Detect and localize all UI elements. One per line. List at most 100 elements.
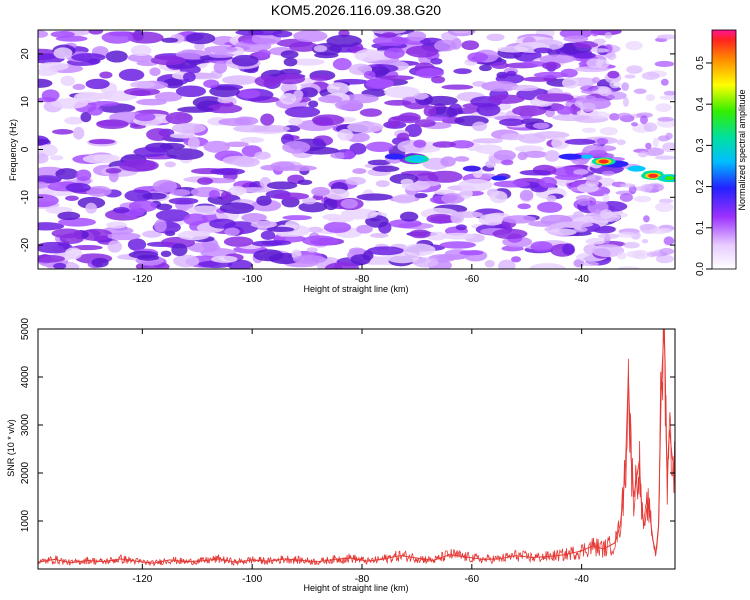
heatmap-cell bbox=[585, 174, 600, 183]
heatmap-cell bbox=[288, 41, 319, 52]
heatmap-cell bbox=[596, 137, 609, 145]
snr-frame bbox=[37, 328, 676, 570]
snr-panel: -120 -100 -80 -60 -40 1000 2000 3000 4000 5000 H… bbox=[6, 317, 676, 593]
heatmap-cell bbox=[328, 216, 354, 223]
heatmap-cell bbox=[586, 58, 604, 68]
heatmap-cell bbox=[423, 105, 437, 117]
heatmap-cell bbox=[379, 75, 415, 81]
spectrogram-y-ticks: -20 -10 0 10 20 bbox=[20, 48, 675, 252]
heatmap-cell bbox=[352, 168, 367, 175]
heatmap-cell bbox=[562, 77, 579, 89]
heatmap-cell bbox=[626, 65, 643, 74]
heatmap-cell bbox=[146, 128, 171, 142]
heatmap-band bbox=[462, 165, 481, 172]
heatmap-cell bbox=[130, 44, 152, 57]
snr-x-tick-label: -60 bbox=[465, 574, 480, 585]
heatmap-cell bbox=[142, 230, 162, 238]
heatmap-cell bbox=[585, 237, 606, 245]
heatmap-cell bbox=[79, 228, 113, 242]
heatmap-cell bbox=[65, 182, 91, 193]
heatmap-cell bbox=[633, 88, 647, 94]
spectrogram-y-tick-label: -20 bbox=[20, 237, 31, 252]
heatmap-band bbox=[491, 175, 508, 181]
colorbar-tick-label: 0.0 bbox=[695, 262, 706, 276]
heatmap-cell bbox=[573, 226, 588, 233]
heatmap-cell bbox=[359, 108, 383, 117]
heatmap-cell bbox=[71, 244, 103, 251]
heatmap-cell bbox=[38, 61, 69, 71]
heatmap-cell bbox=[523, 150, 548, 158]
heatmap-cell bbox=[472, 121, 487, 132]
heatmap-cell bbox=[453, 68, 472, 75]
heatmap-cell bbox=[609, 80, 621, 89]
heatmap-cell bbox=[631, 122, 638, 127]
heatmap-cell bbox=[608, 113, 620, 121]
heatmap-cell bbox=[538, 176, 557, 188]
heatmap-cell bbox=[461, 40, 480, 51]
heatmap-cell bbox=[128, 250, 159, 259]
heatmap-cell bbox=[225, 141, 249, 148]
heatmap-cell bbox=[293, 89, 304, 99]
heatmap-cell bbox=[659, 247, 675, 255]
heatmap-cell bbox=[489, 190, 508, 204]
heatmap-cell bbox=[38, 222, 65, 231]
heatmap-cell bbox=[183, 213, 208, 226]
heatmap-cell bbox=[155, 209, 190, 222]
snr-x-tick-label: -120 bbox=[132, 574, 152, 585]
heatmap-cell bbox=[223, 236, 254, 247]
heatmap-cell bbox=[404, 124, 422, 138]
heatmap-cell bbox=[314, 52, 339, 59]
heatmap-cell bbox=[407, 31, 427, 42]
heatmap-cell bbox=[240, 137, 265, 143]
heatmap-cell bbox=[256, 195, 272, 206]
heatmap-cell bbox=[318, 95, 343, 104]
heatmap-cell bbox=[185, 32, 216, 45]
heatmap-cell bbox=[238, 89, 261, 99]
heatmap-cell bbox=[476, 103, 501, 117]
heatmap-cell bbox=[217, 96, 234, 104]
heatmap-cell bbox=[637, 151, 649, 158]
heatmap-cell bbox=[591, 76, 600, 83]
heatmap-cell bbox=[645, 142, 652, 149]
heatmap-cell bbox=[633, 195, 652, 203]
heatmap-cell bbox=[96, 119, 129, 129]
heatmap-band bbox=[384, 153, 405, 160]
heatmap-cell bbox=[205, 103, 243, 114]
heatmap-cell bbox=[218, 117, 252, 126]
spectrogram-x-tick-label: -40 bbox=[574, 274, 589, 285]
heatmap-cell bbox=[324, 188, 350, 200]
heatmap-cell bbox=[51, 98, 89, 109]
colorbar-ticks: 0.0 0.1 0.2 0.3 0.4 0.5 bbox=[695, 56, 712, 276]
heatmap-cell bbox=[284, 106, 321, 118]
heatmap-cell bbox=[655, 103, 672, 113]
heatmap-cell bbox=[479, 64, 492, 72]
heatmap-cell bbox=[472, 138, 503, 144]
snr-y-ticks: 1000 2000 3000 4000 5000 bbox=[20, 317, 675, 532]
heatmap-cell bbox=[552, 114, 589, 121]
heatmap-cell bbox=[288, 117, 303, 126]
heatmap-cell bbox=[38, 30, 49, 38]
heatmap-cell bbox=[572, 52, 596, 59]
spectrogram-heatmap bbox=[38, 30, 675, 269]
heatmap-cell bbox=[88, 139, 116, 145]
heatmap-cell bbox=[159, 142, 185, 150]
heatmap-cell bbox=[652, 137, 659, 148]
heatmap-cell bbox=[254, 75, 280, 87]
heatmap-cell bbox=[311, 186, 331, 197]
heatmap-cell bbox=[64, 247, 83, 260]
heatmap-cell bbox=[171, 243, 188, 257]
heatmap-cell bbox=[254, 151, 271, 160]
heatmap-cell bbox=[38, 254, 66, 263]
heatmap-cell bbox=[605, 44, 613, 54]
heatmap-cell bbox=[619, 193, 634, 202]
heatmap-cell bbox=[575, 95, 597, 103]
heatmap-cell bbox=[250, 220, 278, 229]
heatmap-cell bbox=[127, 31, 164, 44]
heatmap-cell bbox=[128, 200, 158, 213]
spectrogram-x-tick-label: -60 bbox=[465, 274, 480, 285]
heatmap-cell bbox=[173, 254, 200, 268]
heatmap-cell bbox=[105, 50, 128, 63]
heatmap-cell bbox=[640, 183, 653, 193]
heatmap-cell bbox=[52, 129, 74, 135]
